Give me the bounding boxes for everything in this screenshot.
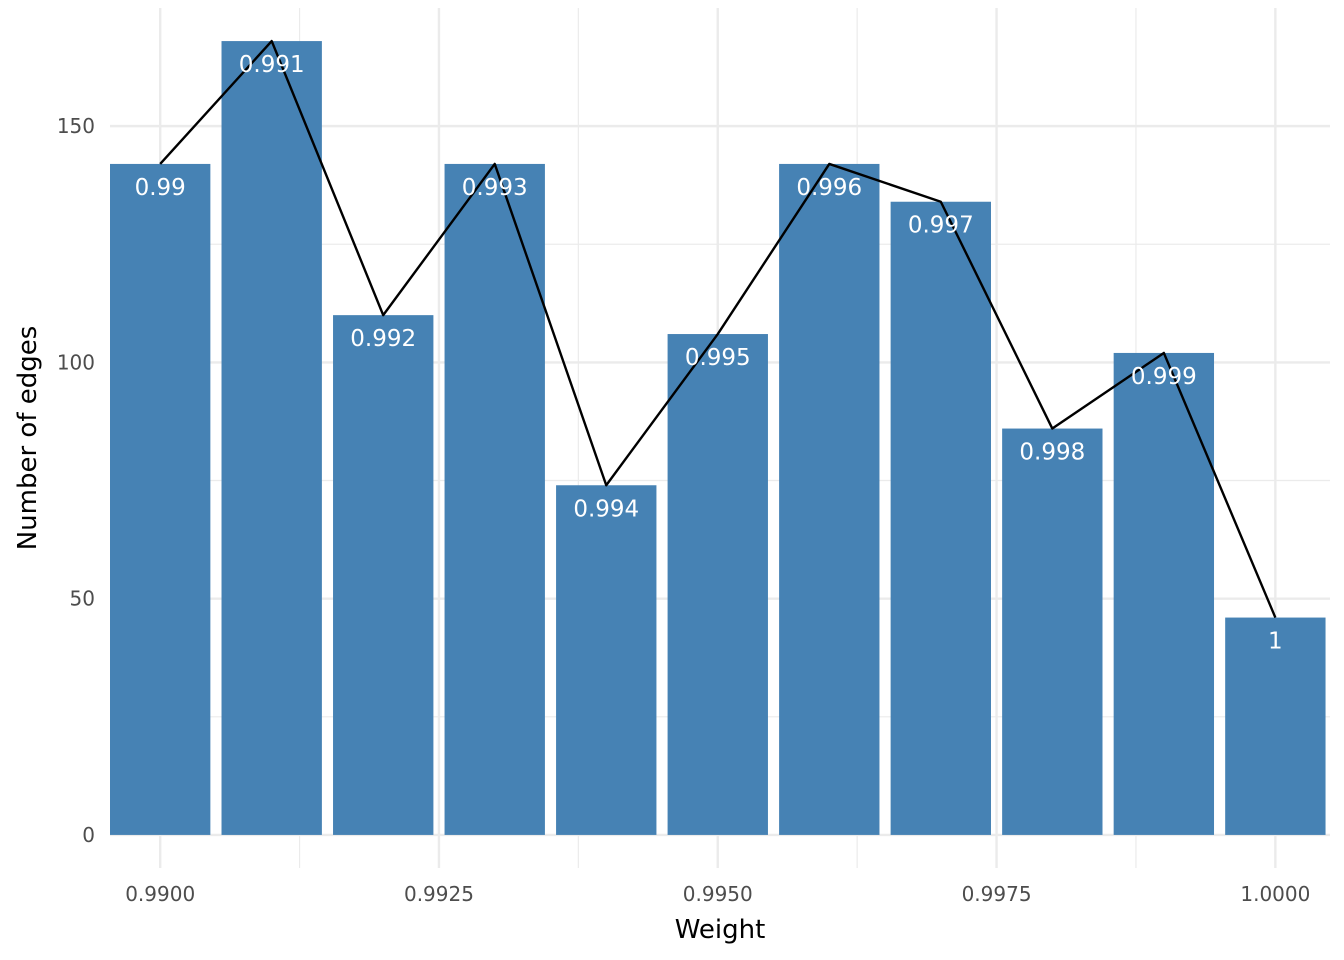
bar <box>1002 428 1103 835</box>
bar <box>333 315 434 835</box>
bar-value-label: 0.992 <box>350 326 416 352</box>
bar-value-label: 0.991 <box>239 52 305 78</box>
bar-value-label: 0.998 <box>1019 440 1085 466</box>
x-tick-label: 0.9975 <box>962 882 1032 906</box>
bar-value-label: 0.997 <box>908 213 974 239</box>
bar <box>1113 352 1215 835</box>
bar <box>556 485 657 835</box>
bar-value-label: 0.99 <box>135 175 186 201</box>
bar <box>444 163 545 835</box>
trend-line <box>159 39 1277 619</box>
y-tick-label: 100 <box>57 350 95 374</box>
x-tick-label: 0.9900 <box>125 882 195 906</box>
x-tick-label: 0.9925 <box>404 882 474 906</box>
x-axis-title: Weight <box>675 915 766 945</box>
bar-value-label: 0.995 <box>685 345 751 371</box>
line-layer <box>159 39 1277 619</box>
bar-value-label: 0.996 <box>796 175 862 201</box>
x-tick-label: 0.9950 <box>683 882 753 906</box>
bars-layer <box>110 41 1326 835</box>
bar <box>1225 617 1326 835</box>
y-tick-label: 50 <box>70 587 95 611</box>
bar-value-label: 0.999 <box>1131 364 1197 390</box>
x-tick-labels: 0.9900 0.9925 0.9950 0.9975 1.0000 <box>125 882 1310 906</box>
bar-value-label: 0.994 <box>573 496 639 522</box>
bar-value-label: 1 <box>1268 629 1283 655</box>
bar <box>110 163 211 835</box>
y-tick-labels: 0 50 100 150 <box>57 114 95 847</box>
bar-label-layer: 0.99 0.991 0.992 0.993 0.994 0.995 0.996 0.997 0… <box>135 52 1283 654</box>
bar <box>779 163 880 835</box>
bar-value-label: 0.993 <box>462 175 528 201</box>
x-tick-label: 1.0000 <box>1240 882 1310 906</box>
bar <box>890 201 991 835</box>
y-tick-label: 0 <box>82 823 95 847</box>
bar <box>221 41 322 835</box>
y-axis-title: Number of edges <box>13 326 43 551</box>
y-tick-label: 150 <box>57 114 95 138</box>
bar <box>667 334 768 835</box>
